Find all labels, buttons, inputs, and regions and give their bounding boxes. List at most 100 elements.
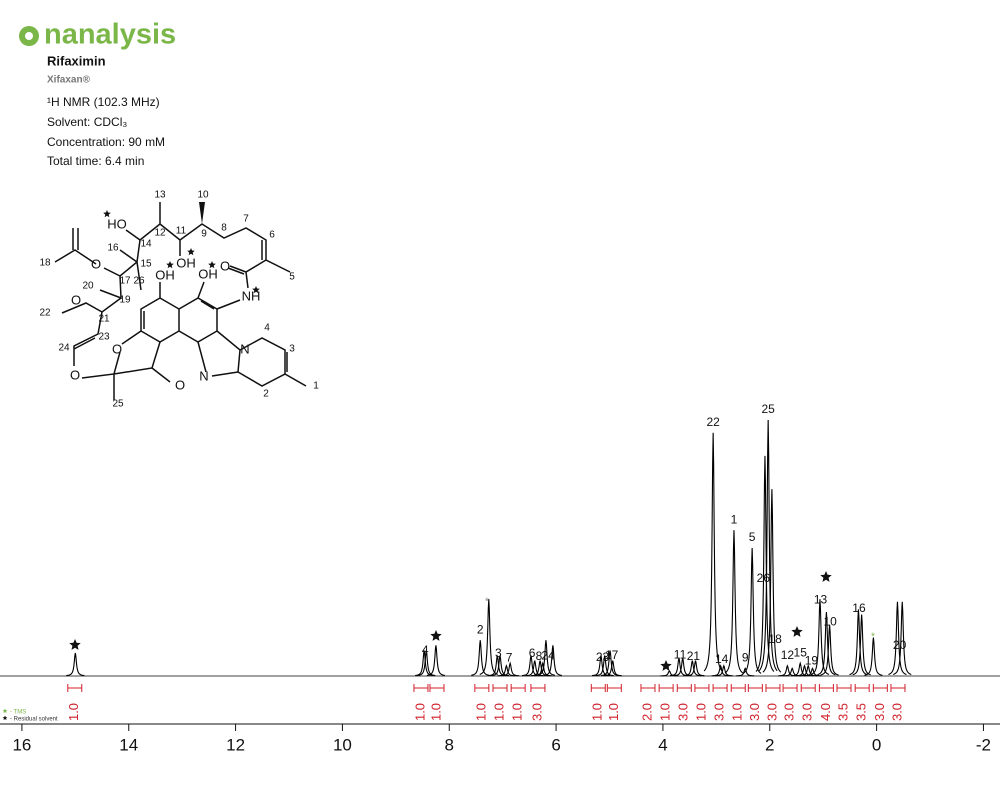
tms-asterisk: * — [871, 632, 875, 643]
peak — [426, 645, 445, 676]
logo: nanalysis — [19, 19, 176, 51]
integral-label: 1.0 — [428, 703, 443, 721]
info-line: Solvent: CDCl₃ — [47, 115, 127, 129]
integral-label: 3.0 — [747, 703, 762, 721]
atom-label: O — [71, 292, 81, 307]
atom-label: 11 — [176, 226, 187, 237]
peak — [686, 660, 705, 677]
peak — [595, 655, 614, 677]
logo-icon-core — [25, 32, 33, 40]
x-tick-label: 10 — [333, 735, 352, 754]
integral-label: 1.0 — [412, 703, 427, 721]
peak — [525, 660, 544, 677]
brand-name: Xifaxan® — [47, 75, 91, 86]
integral-bracket — [676, 684, 692, 692]
structure-star — [166, 261, 174, 269]
atom-label: 2 — [263, 389, 269, 400]
peak-label: 2 — [477, 622, 484, 636]
bond — [54, 202, 291, 400]
solvent-star — [660, 660, 672, 671]
peak-label: 18 — [768, 632, 782, 646]
integral-label: 3.0 — [529, 703, 544, 721]
peak-label: 21 — [687, 649, 701, 663]
ring — [121, 281, 307, 387]
peak — [820, 624, 839, 676]
integral-label: 3.5 — [854, 703, 869, 721]
x-tick-label: 2 — [765, 735, 774, 754]
peak — [758, 419, 778, 672]
peak — [888, 601, 907, 675]
peak — [66, 652, 85, 677]
peak-label: 10 — [823, 614, 837, 628]
peak-label: 26 — [757, 571, 771, 585]
atom-label: O — [112, 341, 122, 356]
integral-label: 4.0 — [818, 703, 833, 721]
atom-label: OH — [176, 255, 196, 270]
residual-asterisk: * — [485, 597, 489, 608]
integral-label: 3.0 — [764, 703, 779, 721]
integral-bracket — [413, 684, 429, 692]
atom-label: OH — [155, 267, 175, 282]
peak-label: 19 — [805, 654, 819, 668]
peak-label: 15 — [794, 645, 808, 659]
peak-label: 23 — [596, 650, 610, 664]
solvent-star — [430, 630, 442, 641]
integral-bracket — [818, 684, 834, 692]
peak — [795, 664, 814, 677]
x-tick-label: 4 — [658, 735, 667, 754]
peak — [864, 637, 883, 676]
peak — [471, 640, 490, 676]
peak — [893, 601, 912, 675]
integral-bracket — [694, 684, 710, 692]
integral-label: 1.0 — [658, 703, 673, 721]
peak — [724, 530, 744, 674]
x-tick-label: 8 — [445, 735, 454, 754]
integral-label: 1.0 — [510, 703, 525, 721]
peak-label: 20 — [893, 638, 907, 652]
peak — [817, 611, 836, 676]
peak-label: 3 — [495, 646, 502, 660]
legend-entry: - Residual solvent — [10, 717, 58, 723]
atom-label: N — [240, 341, 249, 356]
integral-bracket — [640, 684, 656, 692]
structure-star — [208, 261, 216, 269]
structure-star — [187, 248, 195, 256]
atom-label: O — [91, 256, 101, 271]
compound-name: Rifaximin — [47, 53, 106, 68]
peak-label: 17 — [605, 648, 619, 662]
peak-label: 13 — [814, 592, 828, 606]
integral-bracket — [890, 684, 906, 692]
peak-label: 14 — [715, 652, 729, 666]
peak — [852, 614, 871, 676]
x-tick-label: 12 — [226, 735, 245, 754]
integral-label: 2.0 — [639, 703, 654, 721]
integral-label: 1.0 — [590, 703, 605, 721]
integral-label: 1.0 — [491, 703, 506, 721]
integral-bracket — [606, 684, 622, 692]
integral-label: 3.0 — [800, 703, 815, 721]
integral-label: 3.0 — [889, 703, 904, 721]
peak — [736, 667, 755, 677]
legend-entry: - TMS — [10, 710, 26, 716]
peak — [714, 664, 733, 677]
peak-label: 9 — [742, 650, 749, 664]
atom-label: 24 — [58, 343, 70, 354]
logo-text: nanalysis — [44, 19, 176, 51]
atom-label: 23 — [98, 332, 110, 343]
integral-bracket — [782, 684, 798, 692]
integral-label: 1.0 — [66, 703, 81, 721]
integral-bracket — [492, 684, 508, 692]
atom-label: 22 — [39, 308, 51, 319]
x-tick-label: -2 — [976, 735, 991, 754]
peak-label: 1 — [731, 512, 738, 526]
atom-label: 9 — [201, 229, 207, 240]
peak-label: 4 — [422, 643, 429, 657]
peak — [683, 660, 702, 677]
peak-label: 5 — [749, 530, 756, 544]
peak-label: 12 — [781, 648, 795, 662]
peak-label: 24 — [541, 648, 555, 662]
peak-label: 16 — [852, 601, 866, 615]
legend-star — [2, 708, 8, 713]
peak — [711, 664, 730, 677]
info-line: ¹H NMR (102.3 MHz) — [47, 95, 160, 109]
